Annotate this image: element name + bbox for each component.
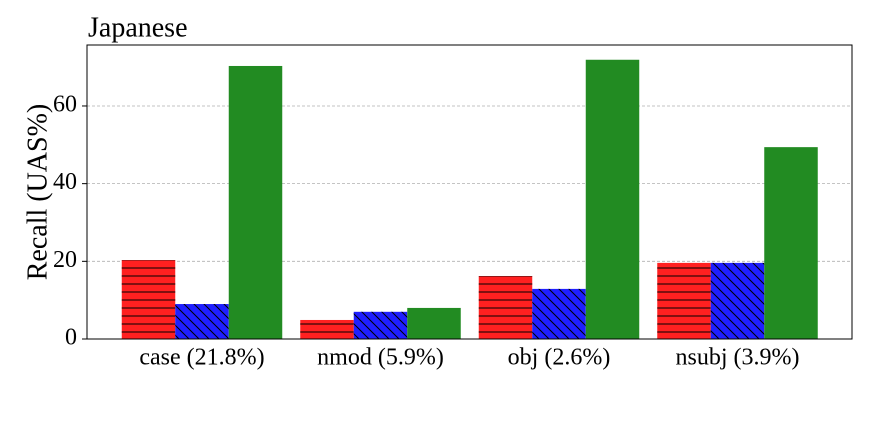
bar-hatch [657, 262, 711, 339]
y-axis-label: Recall (UAS%) [22, 104, 53, 281]
bar [407, 307, 461, 339]
x-tick-label: obj (2.6%) [508, 345, 611, 371]
bar-hatch [300, 319, 354, 339]
bar [764, 147, 818, 339]
y-tick-label: 60 [53, 91, 77, 117]
y-tick-label: 40 [53, 169, 77, 195]
y-tick-label: 20 [53, 247, 77, 273]
y-tick-label: 0 [65, 325, 77, 351]
chart-title: Japanese [88, 12, 188, 43]
x-tick-label: case (21.8%) [139, 345, 264, 371]
plot-frame [86, 44, 853, 340]
bar-hatch [532, 288, 586, 339]
x-tick-label: nmod (5.9%) [317, 345, 444, 371]
x-tick-label: nsubj (3.9%) [676, 345, 800, 371]
bar-hatch [710, 262, 765, 339]
bar-hatch [175, 304, 229, 339]
bar [228, 65, 283, 339]
bar-hatch [478, 276, 533, 339]
bar-hatch [353, 311, 408, 339]
bar [585, 59, 640, 340]
bar-hatch [121, 260, 176, 339]
